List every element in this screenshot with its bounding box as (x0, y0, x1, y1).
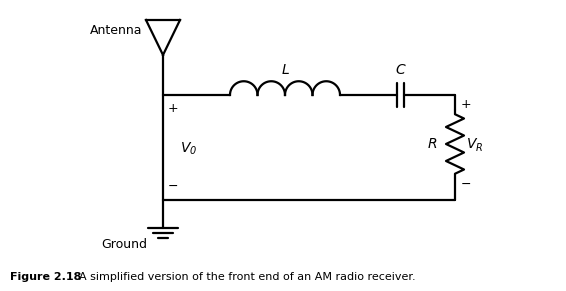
Text: V: V (181, 141, 191, 155)
Text: −: − (461, 178, 471, 191)
Text: −: − (168, 180, 178, 193)
Text: +: + (461, 97, 471, 111)
Text: R: R (476, 143, 483, 153)
Text: A simplified version of the front end of an AM radio receiver.: A simplified version of the front end of… (72, 272, 415, 282)
Text: V: V (467, 137, 477, 151)
Text: L: L (281, 63, 289, 77)
Text: Ground: Ground (101, 237, 147, 251)
Text: 0: 0 (190, 146, 196, 157)
Text: +: + (168, 102, 179, 116)
Text: Antenna: Antenna (89, 24, 142, 37)
Text: R: R (427, 137, 437, 151)
Text: C: C (395, 63, 405, 77)
Text: Figure 2.18: Figure 2.18 (10, 272, 82, 282)
